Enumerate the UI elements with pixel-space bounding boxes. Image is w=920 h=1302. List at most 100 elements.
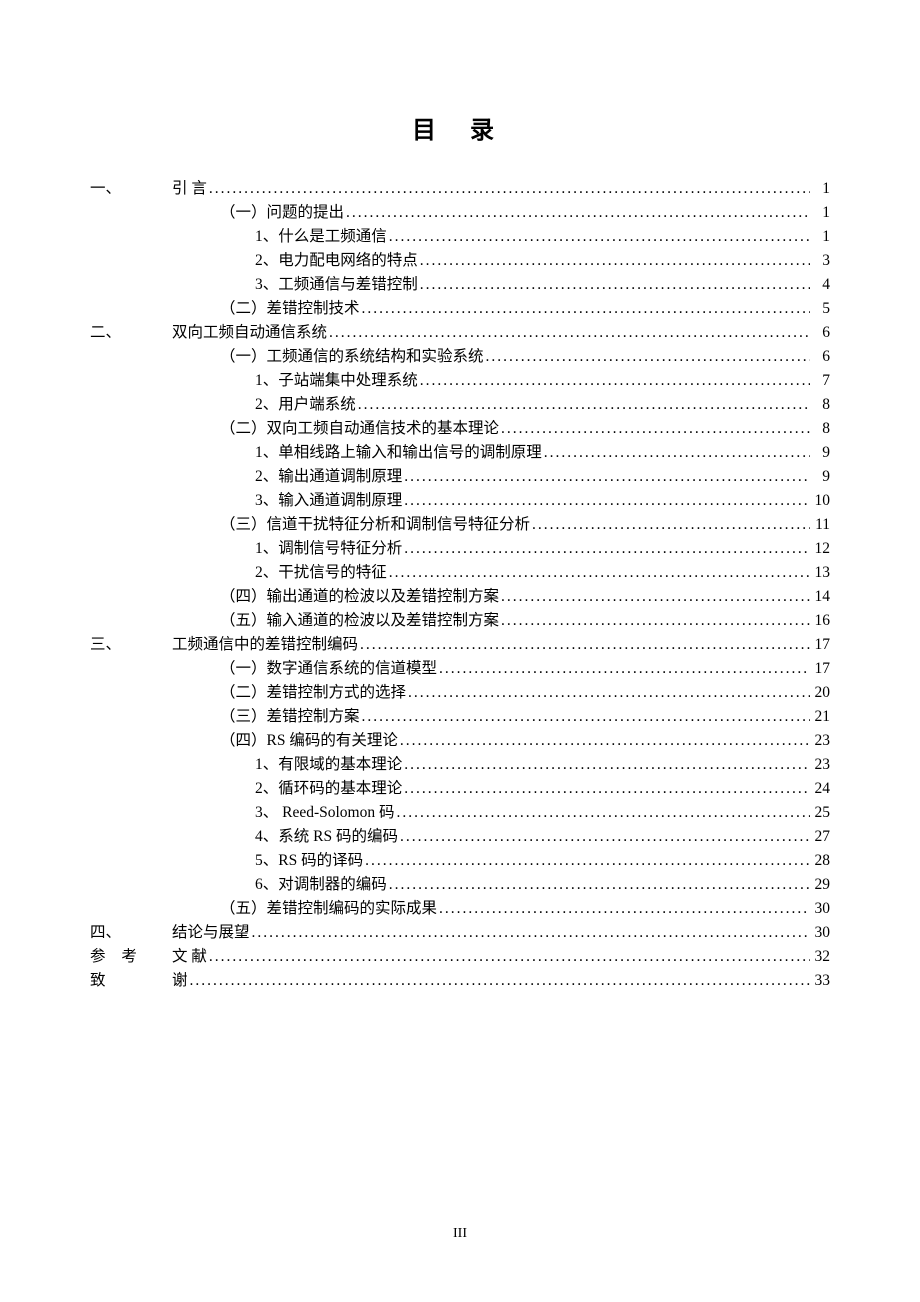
page-title: 目 录 <box>90 110 830 145</box>
toc-entry-title: 双向工频自动通信系统 <box>172 325 327 341</box>
toc-entry: 4、系统 RS 码的编码............................… <box>90 829 830 845</box>
toc-entry-page: 29 <box>812 877 830 893</box>
toc-leader-dots: ........................................… <box>404 469 810 485</box>
toc-entry-title: 2、电力配电网络的特点 <box>255 253 418 269</box>
toc-entry-title: 3、 Reed-Solomon 码 <box>255 805 395 821</box>
toc-entry-title: 2、循环码的基本理论 <box>255 781 402 797</box>
toc-entry: 二、双向工频自动通信系统............................… <box>90 325 830 341</box>
toc-entry-page: 27 <box>812 829 830 845</box>
toc-entry-label: 致 <box>90 973 172 989</box>
toc-entry: 1、什么是工频通信...............................… <box>90 229 830 245</box>
toc-entry: （二）双向工频自动通信技术的基本理论......................… <box>90 421 830 437</box>
toc-entry: （五）输入通道的检波以及差错控制方案......................… <box>90 613 830 629</box>
toc-leader-dots: ........................................… <box>397 805 811 821</box>
toc-entry-title: （一）问题的提出 <box>220 205 344 221</box>
toc-entry-title: 文 献 <box>172 949 207 965</box>
toc-entry-title: 结论与展望 <box>172 925 250 941</box>
toc-entry-page: 23 <box>812 733 830 749</box>
toc-entry-page: 9 <box>812 445 830 461</box>
toc-leader-dots: ........................................… <box>346 205 810 221</box>
toc-leader-dots: ........................................… <box>420 277 810 293</box>
toc-entry: （三）信道干扰特征分析和调制信号特征分析....................… <box>90 517 830 533</box>
toc-leader-dots: ........................................… <box>400 733 810 749</box>
toc-leader-dots: ........................................… <box>404 757 810 773</box>
toc-leader-dots: ........................................… <box>486 349 810 365</box>
toc-entry: （四）输出通道的检波以及差错控制方案......................… <box>90 589 830 605</box>
table-of-contents: 一、引 言...................................… <box>90 181 830 989</box>
toc-entry: （一）数字通信系统的信道模型..........................… <box>90 661 830 677</box>
toc-entry-title: （一）工频通信的系统结构和实验系统 <box>220 349 484 365</box>
toc-leader-dots: ........................................… <box>501 589 810 605</box>
toc-entry-title: （四）RS 编码的有关理论 <box>220 733 398 749</box>
toc-entry: 5、RS 码的译码...............................… <box>90 853 830 869</box>
toc-leader-dots: ........................................… <box>329 325 810 341</box>
toc-leader-dots: ........................................… <box>501 613 810 629</box>
toc-entry-title: 2、输出通道调制原理 <box>255 469 402 485</box>
toc-entry-page: 10 <box>812 493 830 509</box>
toc-leader-dots: ........................................… <box>400 829 810 845</box>
toc-entry: 1、单相线路上输入和输出信号的调制原理.....................… <box>90 445 830 461</box>
toc-entry-title: 2、干扰信号的特征 <box>255 565 387 581</box>
toc-entry: 3、输入通道调制原理..............................… <box>90 493 830 509</box>
toc-leader-dots: ........................................… <box>190 973 810 989</box>
toc-entry-page: 14 <box>812 589 830 605</box>
toc-leader-dots: ........................................… <box>252 925 810 941</box>
toc-leader-dots: ........................................… <box>362 709 810 725</box>
toc-leader-dots: ........................................… <box>404 541 810 557</box>
toc-entry-page: 21 <box>812 709 830 725</box>
toc-entry-label: 一、 <box>90 181 172 197</box>
toc-entry: 三、工频通信中的差错控制编码..........................… <box>90 637 830 653</box>
toc-entry-page: 9 <box>812 469 830 485</box>
toc-entry-page: 5 <box>812 301 830 317</box>
toc-entry: （四）RS 编码的有关理论...........................… <box>90 733 830 749</box>
toc-entry-page: 4 <box>812 277 830 293</box>
toc-entry: 1、子站端集中处理系统.............................… <box>90 373 830 389</box>
toc-entry-title: 3、输入通道调制原理 <box>255 493 402 509</box>
toc-leader-dots: ........................................… <box>544 445 810 461</box>
toc-entry-page: 3 <box>812 253 830 269</box>
toc-entry: 1、调制信号特征分析..............................… <box>90 541 830 557</box>
toc-leader-dots: ........................................… <box>209 181 810 197</box>
toc-entry-page: 28 <box>812 853 830 869</box>
toc-entry-page: 17 <box>812 661 830 677</box>
toc-entry-title: 2、用户端系统 <box>255 397 356 413</box>
toc-entry: 6、对调制器的编码...............................… <box>90 877 830 893</box>
toc-entry-title: 引 言 <box>172 181 207 197</box>
toc-entry-page: 20 <box>812 685 830 701</box>
toc-entry-page: 24 <box>812 781 830 797</box>
toc-entry: 2、用户端系统.................................… <box>90 397 830 413</box>
toc-entry: 2、输出通道调制原理..............................… <box>90 469 830 485</box>
toc-entry-title: 工频通信中的差错控制编码 <box>172 637 358 653</box>
toc-entry-title: （二）差错控制方式的选择 <box>220 685 406 701</box>
toc-entry-page: 25 <box>812 805 830 821</box>
toc-entry-label: 参 考 <box>90 949 172 965</box>
toc-leader-dots: ........................................… <box>501 421 810 437</box>
toc-entry-title: （二）差错控制技术 <box>220 301 360 317</box>
document-page: 目 录 一、引 言...............................… <box>0 0 920 1302</box>
toc-entry: （二）差错控制技术...............................… <box>90 301 830 317</box>
toc-leader-dots: ........................................… <box>389 565 810 581</box>
toc-leader-dots: ........................................… <box>360 637 810 653</box>
toc-entry-page: 13 <box>812 565 830 581</box>
toc-entry-page: 1 <box>812 181 830 197</box>
toc-entry-title: 谢 <box>172 973 188 989</box>
toc-entry-title: 1、子站端集中处理系统 <box>255 373 418 389</box>
toc-entry-label: 二、 <box>90 325 172 341</box>
toc-entry-title: （三）差错控制方案 <box>220 709 360 725</box>
toc-leader-dots: ........................................… <box>209 949 810 965</box>
toc-entry-title: 1、什么是工频通信 <box>255 229 387 245</box>
toc-entry-page: 17 <box>812 637 830 653</box>
toc-entry: 一、引 言...................................… <box>90 181 830 197</box>
toc-entry-page: 23 <box>812 757 830 773</box>
toc-leader-dots: ........................................… <box>365 853 810 869</box>
toc-entry-page: 6 <box>812 349 830 365</box>
toc-leader-dots: ........................................… <box>358 397 810 413</box>
toc-entry-page: 7 <box>812 373 830 389</box>
toc-entry: （二）差错控制方式的选择............................… <box>90 685 830 701</box>
toc-entry-title: （一）数字通信系统的信道模型 <box>220 661 437 677</box>
toc-leader-dots: ........................................… <box>404 493 810 509</box>
toc-entry-page: 8 <box>812 421 830 437</box>
toc-entry: 2、干扰信号的特征...............................… <box>90 565 830 581</box>
toc-entry: 四、结论与展望.................................… <box>90 925 830 941</box>
toc-leader-dots: ........................................… <box>439 901 810 917</box>
